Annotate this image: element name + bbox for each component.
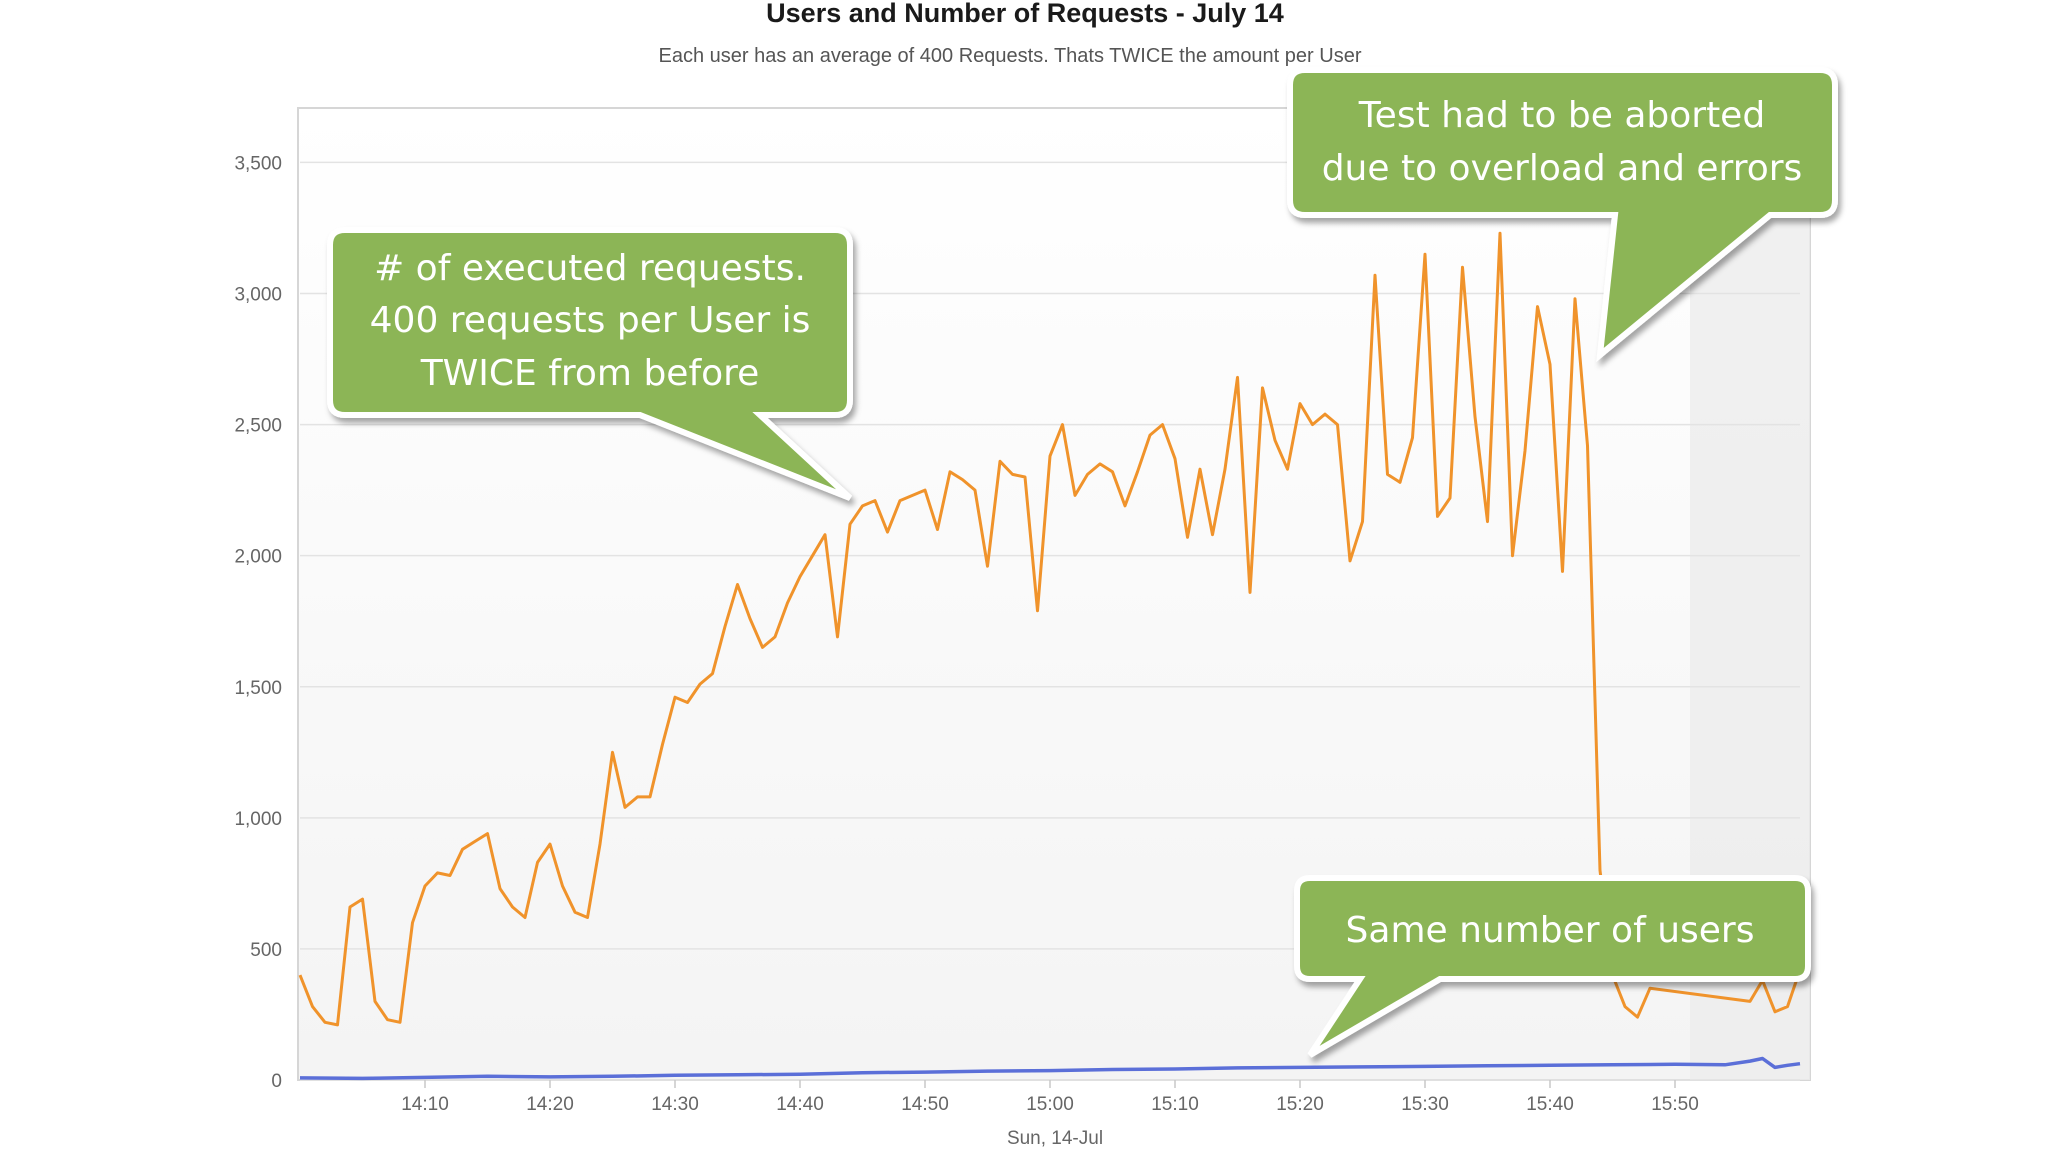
x-tick-label: 14:20 [526, 1094, 574, 1115]
x-tick-label: 15:10 [1151, 1094, 1199, 1115]
chart-subtitle: Each user has an average of 400 Requests… [659, 45, 1362, 67]
x-tick-label: 15:40 [1526, 1094, 1574, 1115]
x-tick-label: 14:50 [901, 1094, 949, 1115]
callout-executed-requests-line-2: 400 requests per User is [370, 300, 811, 341]
callout-test-aborted-line-1: Test had to be aborted [1358, 95, 1765, 136]
x-tick-label: 15:30 [1401, 1094, 1449, 1115]
x-tick-label: 15:50 [1651, 1094, 1699, 1115]
y-tick-label: 2,500 [234, 416, 282, 437]
x-axis-ticks: 14:10 14:20 14:30 14:40 14:50 15:00 15:10 15:20… [401, 1080, 1699, 1115]
callout-executed-requests-line-1: # of executed requests. [374, 248, 806, 289]
y-axis-ticks: 0 500 1,000 1,500 2,000 2,500 3,000 3,500 [234, 153, 282, 1092]
y-tick-label: 2,000 [234, 547, 282, 568]
callout-test-aborted-line-2: due to overload and errors [1322, 148, 1803, 189]
series-line-requests [298, 231, 1802, 1027]
y-tick-label: 1,000 [234, 809, 282, 830]
series-line-users [299, 1056, 1801, 1081]
y-tick-label: 1,500 [234, 678, 282, 699]
y-tick-label: 3,000 [234, 285, 282, 306]
x-tick-label: 15:00 [1026, 1094, 1074, 1115]
y-tick-label: 500 [250, 940, 282, 961]
x-axis-label: Sun, 14-Jul [1007, 1128, 1103, 1149]
x-tick-label: 14:30 [651, 1094, 699, 1115]
x-tick-label: 14:10 [401, 1094, 449, 1115]
chart-title: Users and Number of Requests - July 14 [766, 0, 1284, 28]
x-tick-label: 15:20 [1276, 1094, 1324, 1115]
x-tick-label: 14:40 [776, 1094, 824, 1115]
y-tick-label: 3,500 [234, 153, 282, 174]
callout-test-aborted [1287, 67, 1838, 362]
callout-executed-requests [327, 227, 853, 501]
series-lines [298, 231, 1802, 1081]
callout-executed-requests-line-3: TWICE from before [420, 353, 760, 394]
y-tick-label: 0 [271, 1071, 282, 1092]
callout-same-users-text: Same number of users [1346, 910, 1755, 951]
callout-same-users [1294, 875, 1811, 1058]
